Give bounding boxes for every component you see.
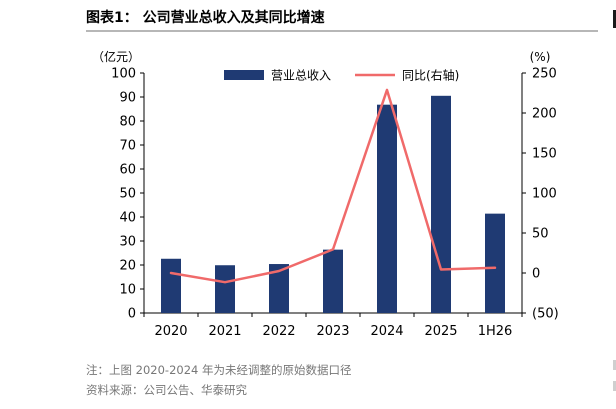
x-axis-tick-label: 2023 [316, 324, 349, 339]
revenue-bar [431, 95, 451, 313]
revenue-bar [377, 104, 397, 314]
x-axis-tick-label: 2021 [208, 324, 241, 339]
chart-title-bar: 图表1： 公司营业总收入及其同比增速 [86, 8, 598, 32]
right-axis-tick-label: 0 [532, 267, 540, 282]
chart-area: 0 10 20 30 40 50 60 70 80 90 100 (50) 0 50 100 150 200 25… [0, 40, 616, 348]
adjacent-panel-edge [613, 10, 616, 28]
right-axis-tick-label: (50) [532, 307, 559, 322]
yoy-growth-line [169, 88, 497, 284]
left-axis-tick-label: 60 [119, 163, 136, 178]
chart-source: 资料来源：公司公告、华泰研究 [86, 383, 247, 397]
left-axis-tick-label: 90 [119, 91, 136, 106]
revenue-bar [161, 258, 181, 313]
chart-svg: 0 10 20 30 40 50 60 70 80 90 100 (50) 0 50 100 150 200 25… [92, 49, 559, 339]
x-axis-tick-label: 2020 [154, 324, 187, 339]
right-axis-tick-label: 200 [532, 107, 557, 122]
x-axis-tick-label: 2024 [370, 324, 403, 339]
left-axis-tick-label: 10 [119, 283, 136, 298]
legend-label-revenue: 营业总收入 [271, 69, 331, 83]
revenue-bar [215, 265, 235, 313]
left-axis-tick-label: 70 [119, 139, 136, 154]
left-axis-tick-label: 100 [111, 67, 136, 82]
right-axis-tick-label: 150 [532, 147, 557, 162]
revenue-bar [323, 249, 343, 313]
legend-label-yoy: 同比(右轴) [402, 68, 459, 83]
right-axis-tick-label: 50 [532, 227, 549, 242]
left-axis-tick-label: 40 [119, 211, 136, 226]
chart-title: 图表1： 公司营业总收入及其同比增速 [86, 10, 325, 26]
x-axis-tick-label: 2022 [262, 324, 295, 339]
right-axis-tick-label: 100 [532, 187, 557, 202]
revenue-bar [269, 264, 289, 313]
revenue-bar [485, 213, 505, 313]
adjacent-panel-edge-source [613, 381, 616, 391]
x-axis-tick-label: 1H26 [478, 324, 513, 339]
left-axis-tick-label: 50 [119, 187, 136, 202]
left-axis-tick-label: 30 [119, 235, 136, 250]
x-axis-tick-label: 2025 [424, 324, 457, 339]
legend-swatch-revenue [224, 70, 264, 80]
right-axis-unit: (%) [530, 50, 551, 64]
right-axis-tick-label: 250 [532, 67, 557, 82]
left-axis-unit: （亿元） [92, 49, 140, 64]
chart-note: 注：上图 2020-2024 年为未经调整的原始数据口径 [86, 363, 352, 377]
adjacent-panel-edge-note [613, 360, 616, 370]
left-axis-tick-label: 80 [119, 115, 136, 130]
left-axis-tick-label: 0 [128, 307, 136, 322]
left-axis-tick-label: 20 [119, 259, 136, 274]
